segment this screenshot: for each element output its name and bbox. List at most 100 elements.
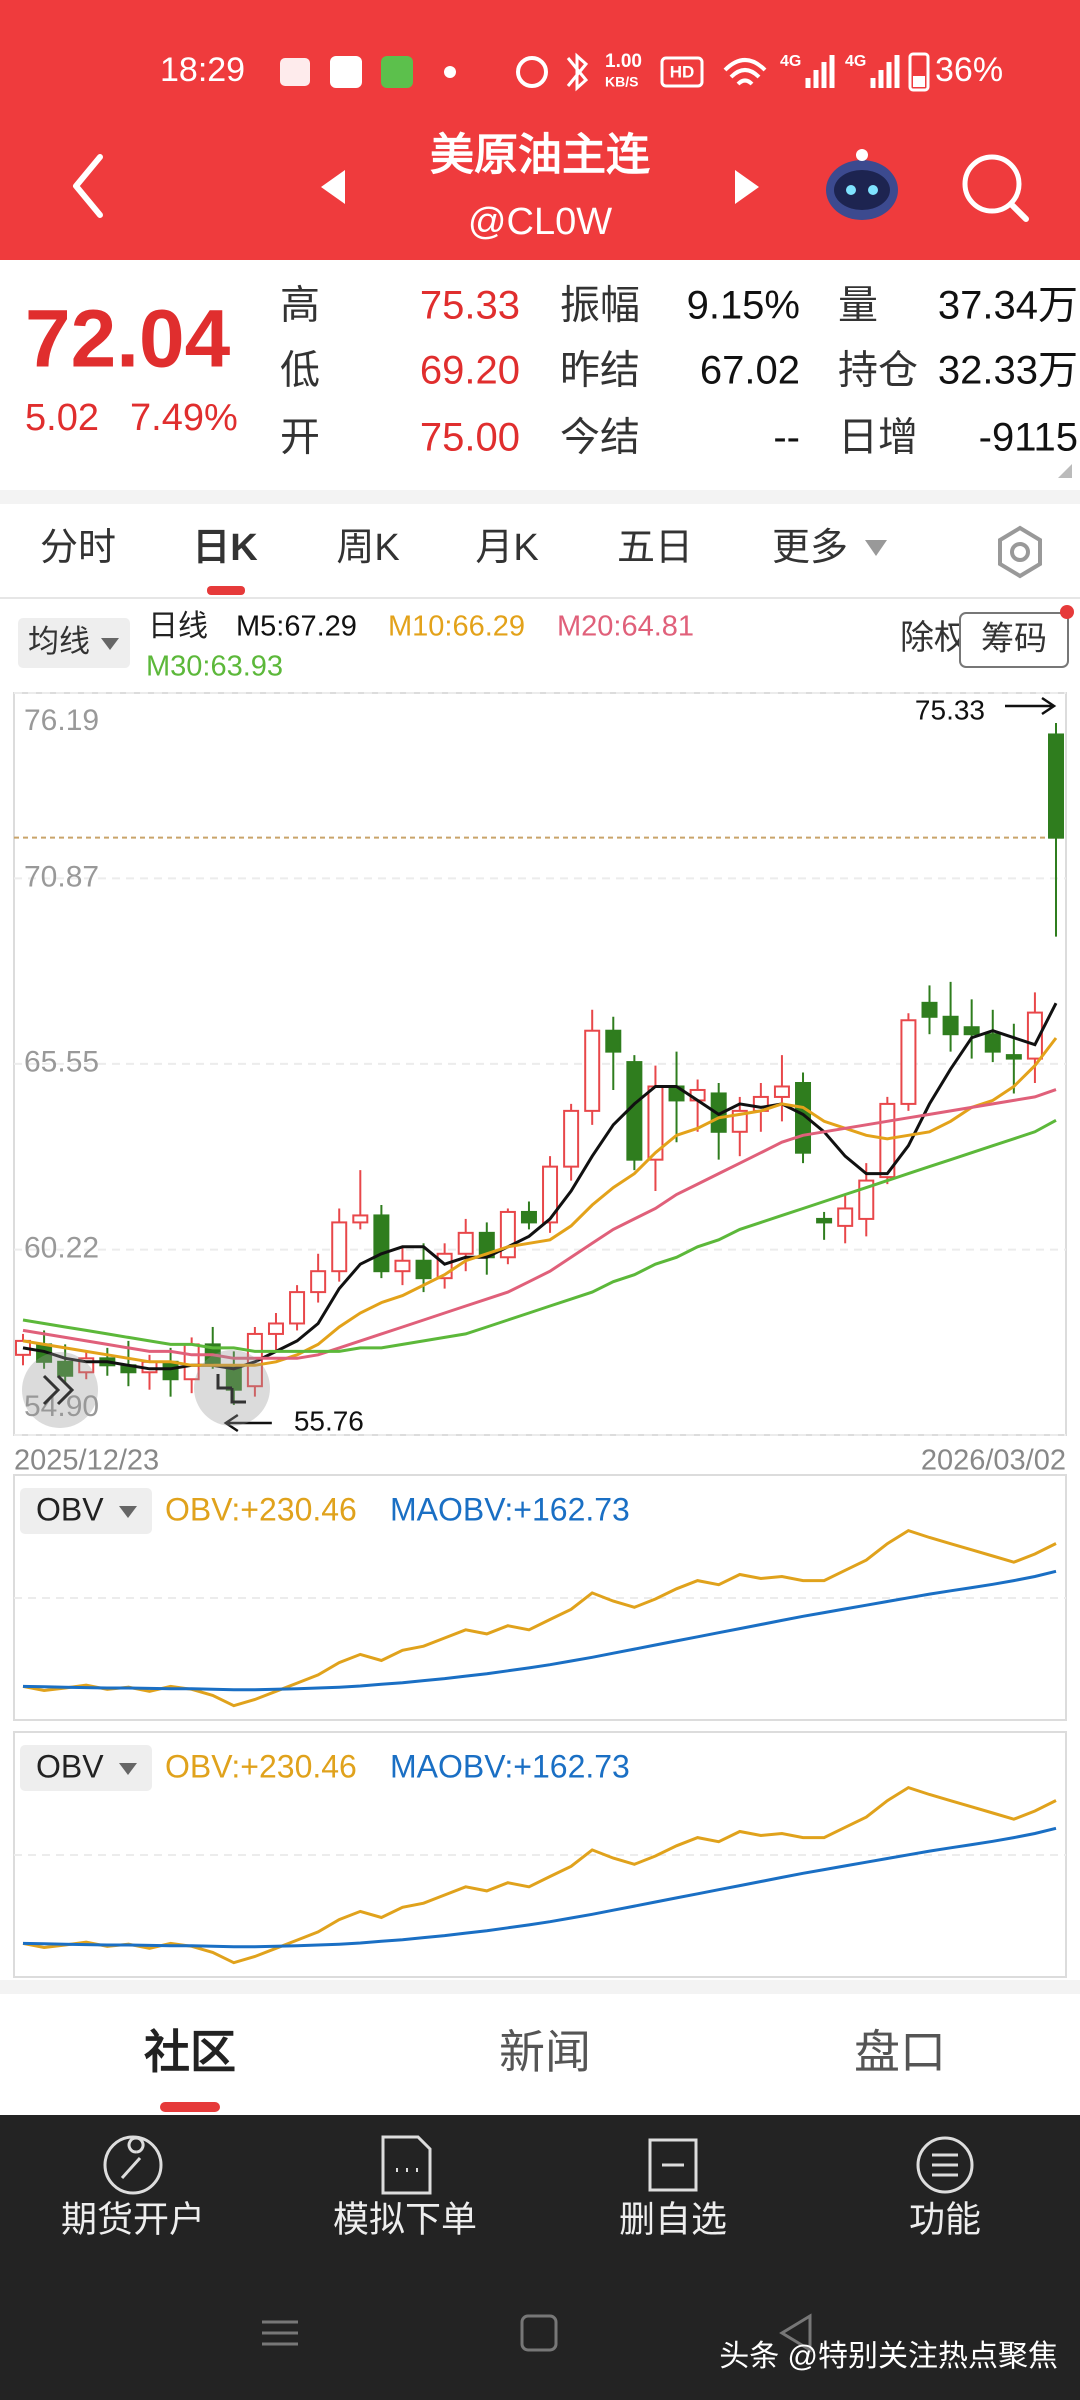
tab[interactable]: 月K [475,527,538,569]
quote-value: 37.34万 [938,284,1078,328]
tab[interactable]: 分时 [40,527,116,569]
bottom-tab[interactable]: 社区 [144,2026,236,2078]
candle-body [900,1019,917,1105]
quote-value: 75.00 [420,416,520,460]
bottom-tab[interactable]: 盘口 [854,2026,946,2078]
candle-body [921,1001,938,1018]
quote-label: 持仓 [838,349,918,393]
candle-body [816,1217,833,1224]
quote-value: 69.20 [420,349,520,393]
tab[interactable]: 五日 [617,527,693,569]
expand-corner[interactable] [1058,464,1072,478]
low-arrow [223,1413,272,1433]
candle-body [942,1015,959,1036]
robot-button[interactable] [826,149,898,220]
obv-line [22,1785,1057,1965]
candle-body [162,1360,179,1381]
candle-body [837,1207,854,1227]
chips-label: 筹码 [981,620,1047,657]
status-net: 4G [845,53,866,70]
header-bg [0,0,1080,260]
period-label: 日线 [148,610,208,643]
candle-body [331,1221,348,1273]
toolbar-icon [916,2136,974,2194]
expand-icon [42,1374,75,1406]
last-price: 72.04 [25,294,231,385]
y-tick-label: 54.90 [24,1390,99,1423]
bottom-tab[interactable]: 新闻 [499,2026,591,2078]
candle-body [542,1165,559,1224]
status-battery: 36% [935,51,1003,89]
price-change: 5.02 [25,397,99,439]
nav-home[interactable] [520,2314,558,2352]
tab-underline [207,586,245,595]
signal-icon [870,55,900,88]
quote-value: 67.02 [700,349,800,393]
candle-body [246,1332,263,1388]
tab[interactable]: 更多 [772,527,848,569]
toolbar-label[interactable]: 删自选 [619,2199,727,2240]
ma-line [22,1088,1057,1360]
ma-selector[interactable] [18,618,130,668]
settings-button[interactable] [998,525,1042,579]
exright-button[interactable]: 除权 [900,619,968,657]
candle-body [415,1259,432,1280]
nav-menu[interactable] [262,2320,298,2346]
robot-eye [868,185,878,195]
ma-selector-label: 均线 [28,624,90,659]
toolbar-label[interactable]: 功能 [909,2199,981,2240]
status-hd: HD [670,62,695,81]
toolbar-icon [120,2136,145,2180]
price-change-pct: 7.49% [130,397,238,439]
status-icon [381,56,413,88]
back-button[interactable] [73,154,103,218]
prev-contract[interactable] [321,170,345,204]
hd-box [660,56,704,88]
robot-eye [846,185,856,195]
indicator-selector[interactable] [20,1488,152,1534]
high-label: 75.33 [915,694,985,725]
toolbar-label[interactable]: 期货开户 [61,2199,205,2240]
obv-line [22,1569,1057,1692]
date-label: 2026/03/02 [921,1445,1066,1477]
header-title: 美原油主连 [430,131,650,180]
tab[interactable]: 周K [336,527,399,569]
candle-body [267,1322,284,1335]
candle-body [1048,733,1064,839]
candle-body [310,1270,327,1294]
candle-body [183,1343,200,1381]
next-contract[interactable] [735,170,759,204]
obv-legend: OBV:+230.46 [165,1491,357,1527]
obv-legend: OBV:+230.46 [165,1748,357,1784]
battery-icon [908,52,930,92]
search-handle [1008,201,1029,222]
quote-label: 低 [280,349,320,393]
search-button[interactable] [962,154,1022,214]
candle-body [1026,1011,1043,1060]
candle-body [773,1085,790,1098]
candle-body [1005,1054,1022,1060]
nav-back[interactable] [779,2313,812,2353]
quote-label: 今结 [560,416,640,460]
divider [0,1980,1080,1994]
candle-body [57,1360,74,1377]
toolbar-icon [648,2138,698,2192]
indicator-selector[interactable] [20,1745,152,1791]
toolbar-icon [381,2135,432,2195]
more-arrow [865,540,887,556]
ma-selector-arrow [101,638,119,650]
tab[interactable]: 日K [192,527,258,569]
candle-body [584,1029,601,1112]
wifi-icon [723,58,767,86]
low-label: 55.76 [294,1405,364,1436]
candle-body [457,1231,474,1255]
ma-legend: M30:63.93 [146,651,283,683]
quote-value: -- [773,416,800,460]
chips-button[interactable] [959,612,1069,668]
toolbar-icon [932,2153,958,2177]
date-label: 2025/12/23 [14,1445,159,1477]
toolbar-label[interactable]: 模拟下单 [333,2199,477,2240]
candle-body [963,1026,980,1036]
status-speed-unit: KB/S [605,74,638,90]
divider [0,490,1080,504]
